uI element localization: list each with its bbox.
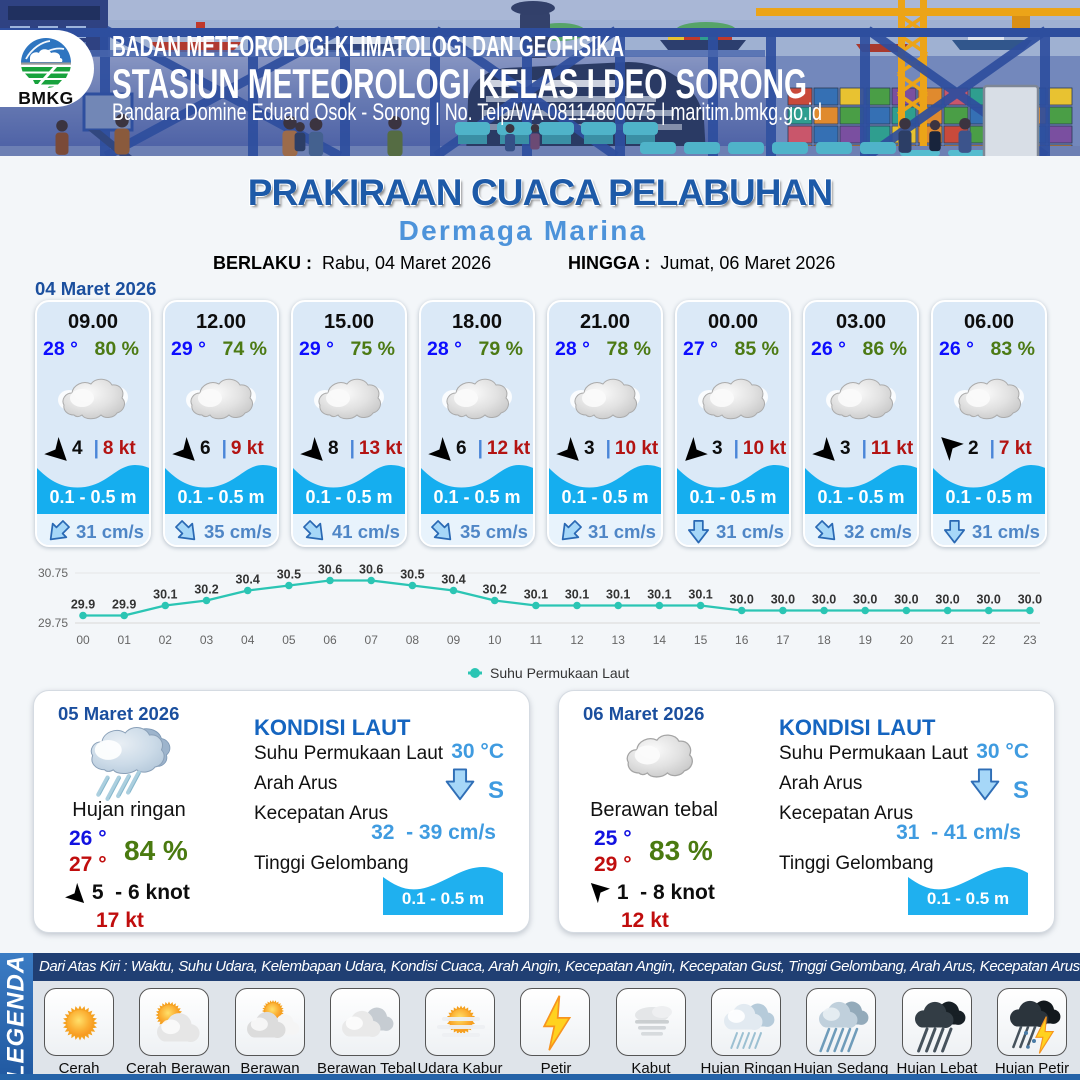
svg-text:30.0: 30.0 <box>977 593 1001 607</box>
svg-text:01: 01 <box>118 633 132 647</box>
svg-text:30.0: 30.0 <box>894 593 918 607</box>
svg-text:30.1: 30.1 <box>153 588 177 602</box>
svg-text:18: 18 <box>817 633 831 647</box>
svg-text:30.0: 30.0 <box>853 593 877 607</box>
svg-text:Suhu Permukaan Laut: Suhu Permukaan Laut <box>490 665 629 681</box>
svg-text:30.1: 30.1 <box>565 588 589 602</box>
svg-text:20: 20 <box>900 633 914 647</box>
svg-text:30.1: 30.1 <box>524 588 548 602</box>
svg-text:14: 14 <box>653 633 667 647</box>
svg-text:Bandara Domine Eduard Osok - S: Bandara Domine Eduard Osok - Sorong | No… <box>112 99 822 126</box>
svg-text:30.4: 30.4 <box>441 573 465 587</box>
svg-text:30.6: 30.6 <box>359 563 383 577</box>
svg-text:21: 21 <box>941 633 955 647</box>
svg-text:30.0: 30.0 <box>771 593 795 607</box>
svg-text:29.75: 29.75 <box>38 616 68 630</box>
svg-text:30.1: 30.1 <box>688 588 712 602</box>
svg-text:30.1: 30.1 <box>647 588 671 602</box>
svg-text:30.1: 30.1 <box>606 588 630 602</box>
svg-text:29.9: 29.9 <box>112 598 136 612</box>
svg-text:30.0: 30.0 <box>1018 593 1042 607</box>
svg-text:29.9: 29.9 <box>71 598 95 612</box>
svg-text:30.75: 30.75 <box>38 566 68 580</box>
svg-text:30.4: 30.4 <box>236 573 260 587</box>
svg-text:17: 17 <box>776 633 790 647</box>
svg-text:STASIUN METEOROLOGI KELAS I DE: STASIUN METEOROLOGI KELAS I DEO SORONG <box>112 60 807 107</box>
svg-text:22: 22 <box>982 633 996 647</box>
svg-text:04: 04 <box>241 633 255 647</box>
svg-text:BMKG: BMKG <box>18 88 73 108</box>
svg-text:30.2: 30.2 <box>483 583 507 597</box>
svg-text:15: 15 <box>694 633 708 647</box>
svg-text:23: 23 <box>1023 633 1037 647</box>
svg-text:10: 10 <box>488 633 502 647</box>
svg-text:12: 12 <box>570 633 584 647</box>
svg-text:08: 08 <box>406 633 420 647</box>
svg-text:06: 06 <box>323 633 337 647</box>
svg-text:05: 05 <box>282 633 296 647</box>
svg-text:30.6: 30.6 <box>318 563 342 577</box>
svg-text:02: 02 <box>159 633 173 647</box>
svg-text:07: 07 <box>365 633 379 647</box>
svg-text:16: 16 <box>735 633 749 647</box>
svg-text:30.0: 30.0 <box>812 593 836 607</box>
svg-text:09: 09 <box>447 633 461 647</box>
svg-text:30.0: 30.0 <box>730 593 754 607</box>
svg-text:30.0: 30.0 <box>935 593 959 607</box>
svg-text:BADAN METEOROLOGI KLIMATOLOGI: BADAN METEOROLOGI KLIMATOLOGI DAN GEOFIS… <box>112 31 624 63</box>
svg-text:13: 13 <box>612 633 626 647</box>
svg-text:19: 19 <box>859 633 873 647</box>
svg-text:11: 11 <box>530 633 543 647</box>
svg-text:30.5: 30.5 <box>400 568 424 582</box>
svg-text:03: 03 <box>200 633 214 647</box>
svg-text:30.5: 30.5 <box>277 568 301 582</box>
svg-text:30.2: 30.2 <box>194 583 218 597</box>
svg-text:00: 00 <box>76 633 90 647</box>
